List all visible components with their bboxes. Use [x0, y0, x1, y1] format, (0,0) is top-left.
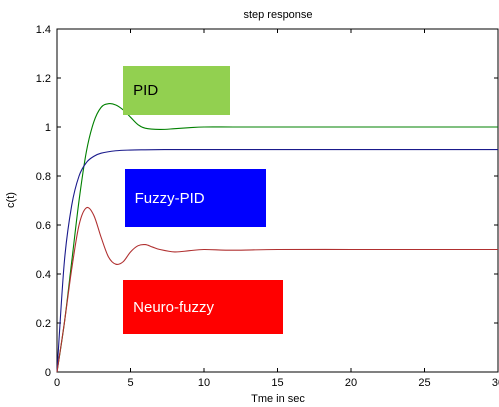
y-tick-label: 0.4	[36, 269, 51, 281]
chart-title: step response	[243, 9, 312, 21]
x-tick-label: 15	[271, 377, 283, 389]
x-tick-label: 10	[198, 377, 210, 389]
annotation-pid: PID	[123, 65, 231, 115]
x-tick-label: 0	[54, 377, 60, 389]
x-tick-label: 5	[127, 377, 133, 389]
series-line-fuzzy-pid	[56, 148, 498, 373]
x-tick-label: 25	[418, 377, 430, 389]
annotation-neuro-fuzzy: Neuro-fuzzy	[123, 280, 284, 335]
annotation-fuzzy-pid: Fuzzy-PID	[124, 168, 266, 228]
x-tick-label: 30	[492, 377, 499, 389]
series-line-pid	[56, 103, 498, 373]
series-line-neuro-fuzzy	[56, 206, 498, 373]
y-axis-label: c(t)	[5, 192, 17, 208]
y-tick-label: 0.6	[36, 220, 51, 232]
y-tick-label: 0	[45, 367, 51, 379]
y-tick-label: 1.2	[36, 73, 51, 85]
y-tick-label: 0.2	[36, 318, 51, 330]
y-tick-label: 0.8	[36, 171, 51, 183]
x-axis-label: Tme in sec	[251, 393, 305, 405]
x-tick-label: 20	[345, 377, 357, 389]
y-tick-label: 1	[45, 122, 51, 134]
y-tick-label: 1.4	[36, 24, 51, 36]
